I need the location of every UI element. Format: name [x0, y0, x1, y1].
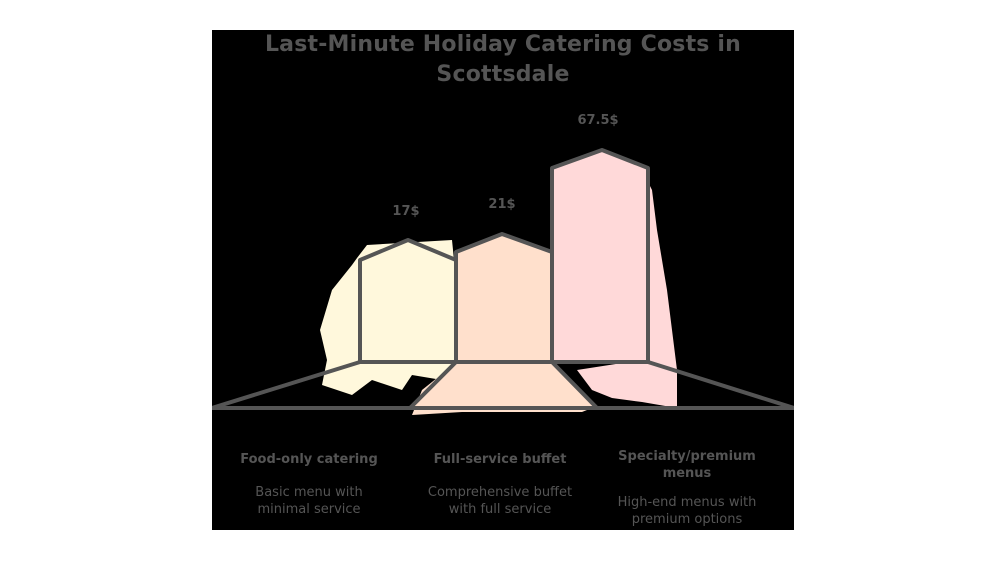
value-label-food-only: 17$: [392, 204, 420, 219]
chart-canvas: Last-Minute Holiday Catering Costs in Sc…: [212, 30, 794, 530]
value-label-full-service: 21$: [488, 197, 516, 212]
base-right-slope: [647, 360, 794, 410]
bar-full-service: [454, 232, 554, 364]
category-specialty: Specialty/premium menus High-end menus w…: [592, 448, 782, 528]
category-name: Food-only catering: [240, 452, 378, 467]
category-full-service: Full-service buffet Comprehensive buffet…: [405, 451, 595, 518]
chart-plot: [212, 148, 794, 415]
chart-title: Last-Minute Holiday Catering Costs in Sc…: [212, 30, 794, 90]
category-name: Specialty/premium menus: [618, 449, 756, 481]
category-description: Basic menu with minimal service: [255, 485, 363, 517]
category-description: High-end menus with premium options: [617, 495, 757, 527]
bar-food-only: [358, 238, 458, 364]
category-description: Comprehensive buffet with full service: [427, 485, 573, 517]
category-food-only: Food-only catering Basic menu with minim…: [214, 451, 404, 518]
title-line-1: Last-Minute Holiday Catering Costs in: [264, 32, 742, 57]
value-label-specialty: 67.5$: [577, 113, 619, 128]
bar-specialty: [550, 148, 650, 364]
title-line-2: Scottsdale: [436, 62, 570, 87]
base-left-slope: [212, 360, 361, 410]
category-name: Full-service buffet: [433, 452, 567, 467]
